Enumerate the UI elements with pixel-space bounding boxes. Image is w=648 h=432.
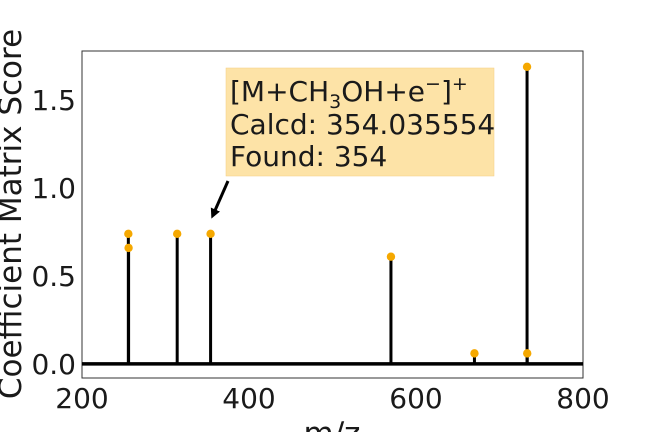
annotation-arrow	[210, 180, 230, 219]
annotation-found: Found: 354	[230, 140, 387, 173]
stem-marker	[124, 243, 133, 253]
stem-marker	[206, 229, 215, 239]
markers-layer	[124, 62, 532, 358]
stems-layer	[126, 66, 529, 364]
x-tick-label: 200	[55, 382, 108, 415]
annotation: [M+CH3OH+e−]+ Calcd: 354.035554 Found: 3…	[210, 67, 495, 219]
annotation-box	[225, 67, 495, 177]
y-tick-label: 1.0	[31, 172, 76, 205]
formula-part-1: [M+CH	[230, 75, 329, 108]
annotation-calcd: Calcd: 354.035554	[230, 108, 495, 141]
x-tick-label: 800	[556, 382, 609, 415]
stem-marker	[124, 229, 133, 239]
x-tick-label: 400	[222, 382, 275, 415]
stem-marker	[523, 349, 532, 358]
y-tick-label: 0.5	[31, 260, 76, 293]
y-axis-label: Coefficient Matrix Score	[0, 29, 29, 399]
x-tick-label: 600	[389, 382, 442, 415]
stem-marker	[522, 62, 532, 72]
formula-part-2: OH+e	[341, 75, 425, 108]
formula-superscript-plus: +	[452, 73, 468, 95]
y-tick-label: 0.0	[31, 348, 76, 381]
y-tick-label: 1.5	[31, 84, 76, 117]
annotation-formula: [M+CH3OH+e−]+	[230, 73, 468, 113]
stem-marker	[386, 252, 396, 261]
x-axis-label: m/z	[304, 416, 361, 432]
stem-marker	[470, 349, 479, 358]
y-axis-ticks: 0.0 0.5 1.0 1.5	[31, 84, 76, 381]
x-axis-ticks: 200 400 600 800	[55, 382, 609, 415]
formula-bracket: ]	[441, 75, 452, 108]
formula-subscript: 3	[329, 91, 341, 113]
formula-superscript-minus: −	[425, 73, 441, 95]
stem-marker	[172, 229, 182, 239]
